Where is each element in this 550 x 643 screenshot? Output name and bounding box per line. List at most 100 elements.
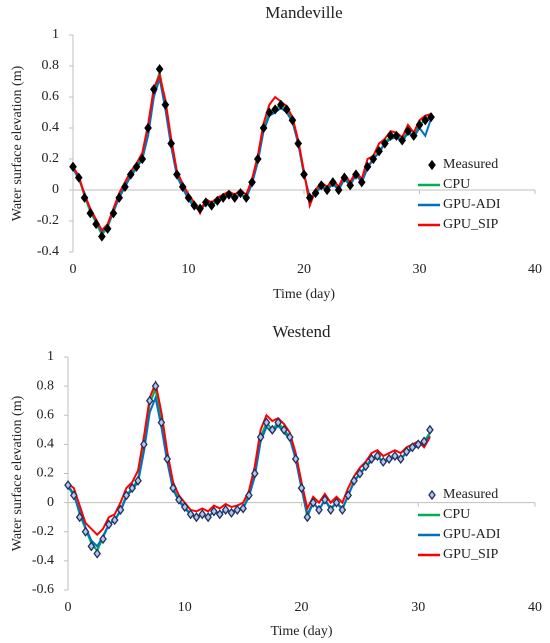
data-point	[386, 130, 395, 141]
y-tick-label: -0.4	[37, 244, 59, 259]
data-point	[274, 417, 282, 428]
data-point	[381, 138, 389, 149]
data-point	[250, 468, 259, 479]
data-point	[178, 181, 187, 192]
data-point	[81, 526, 90, 537]
data-point	[213, 195, 222, 206]
data-point	[323, 184, 331, 196]
data-point	[352, 169, 360, 180]
data-point	[421, 115, 430, 126]
data-point	[326, 504, 335, 515]
x-tick-label: 10	[182, 262, 196, 277]
data-point	[128, 482, 137, 494]
data-point	[186, 509, 195, 520]
data-point	[161, 99, 170, 110]
data-point	[363, 161, 372, 172]
series-line	[67, 385, 431, 553]
data-point	[294, 138, 303, 149]
data-point	[356, 468, 364, 479]
data-point	[315, 504, 323, 515]
y-tick-label: -0.4	[32, 553, 54, 568]
data-point	[420, 436, 428, 447]
legend-label: GPU-ADI	[443, 527, 501, 542]
data-point	[303, 512, 312, 523]
data-point	[173, 169, 181, 180]
data-point	[98, 231, 106, 242]
data-point	[219, 192, 227, 203]
data-point	[414, 439, 423, 450]
x-tick-label: 40	[528, 262, 542, 277]
data-point	[291, 453, 300, 465]
data-point	[122, 490, 131, 501]
data-point	[204, 512, 212, 523]
x-axis-label: Time (day)	[273, 287, 335, 302]
data-point	[253, 153, 262, 165]
data-point	[103, 223, 112, 234]
data-point	[367, 453, 376, 465]
data-point	[180, 501, 189, 513]
y-tick-label: 0	[47, 495, 54, 510]
y-tick-label: 1	[47, 349, 54, 364]
data-point	[379, 456, 388, 467]
data-point	[221, 504, 230, 515]
data-point	[155, 64, 164, 75]
y-tick-label: 0.8	[37, 378, 55, 393]
x-tick-label: 0	[70, 262, 77, 277]
data-point	[116, 504, 125, 515]
data-point	[317, 180, 326, 191]
data-point	[305, 192, 314, 203]
data-point	[184, 192, 193, 203]
data-point	[248, 177, 256, 188]
data-point	[109, 208, 118, 219]
data-point	[268, 424, 277, 435]
data-point	[157, 417, 166, 428]
x-tick-label: 10	[178, 600, 192, 615]
data-point	[80, 192, 89, 203]
chart-title: Westend	[272, 322, 331, 341]
x-tick-label: 20	[297, 262, 311, 277]
data-point	[262, 417, 271, 428]
legend-marker	[428, 489, 436, 501]
data-point	[144, 122, 152, 134]
data-point	[311, 188, 320, 199]
y-tick-label: 0.6	[37, 407, 55, 422]
chart: Mandeville Time (day) Water surface elevat…	[10, 3, 542, 302]
data-point	[230, 192, 239, 203]
data-point	[163, 453, 172, 465]
data-point	[145, 395, 154, 406]
data-point	[309, 497, 317, 508]
data-point	[332, 497, 341, 508]
data-point	[265, 107, 274, 118]
data-point	[87, 541, 96, 552]
data-point	[277, 99, 285, 110]
x-tick-label: 0	[65, 600, 72, 615]
y-tick-label: 0	[52, 182, 59, 197]
y-tick-label: 1	[52, 27, 59, 42]
data-point	[415, 119, 424, 130]
data-point	[175, 494, 183, 505]
data-point	[138, 153, 147, 165]
data-point	[282, 104, 291, 115]
y-tick-label: -0.6	[32, 582, 54, 597]
data-point	[198, 509, 207, 520]
data-point	[385, 453, 393, 465]
data-point	[361, 461, 370, 472]
data-point	[99, 533, 107, 545]
data-point	[426, 424, 434, 435]
y-tick-label: 0.2	[42, 151, 60, 166]
x-tick-label: 20	[295, 600, 309, 615]
x-tick-label: 30	[413, 262, 427, 277]
data-point	[392, 130, 401, 141]
data-point	[121, 181, 129, 192]
data-point	[375, 146, 383, 157]
data-point	[280, 424, 288, 435]
data-point	[297, 482, 306, 494]
x-tick-label: 40	[528, 600, 542, 615]
data-point	[167, 138, 175, 149]
x-axis-label: Time (day)	[270, 624, 332, 639]
data-point	[408, 442, 417, 453]
data-point	[70, 490, 78, 501]
data-point	[239, 503, 247, 514]
data-point	[338, 504, 347, 515]
